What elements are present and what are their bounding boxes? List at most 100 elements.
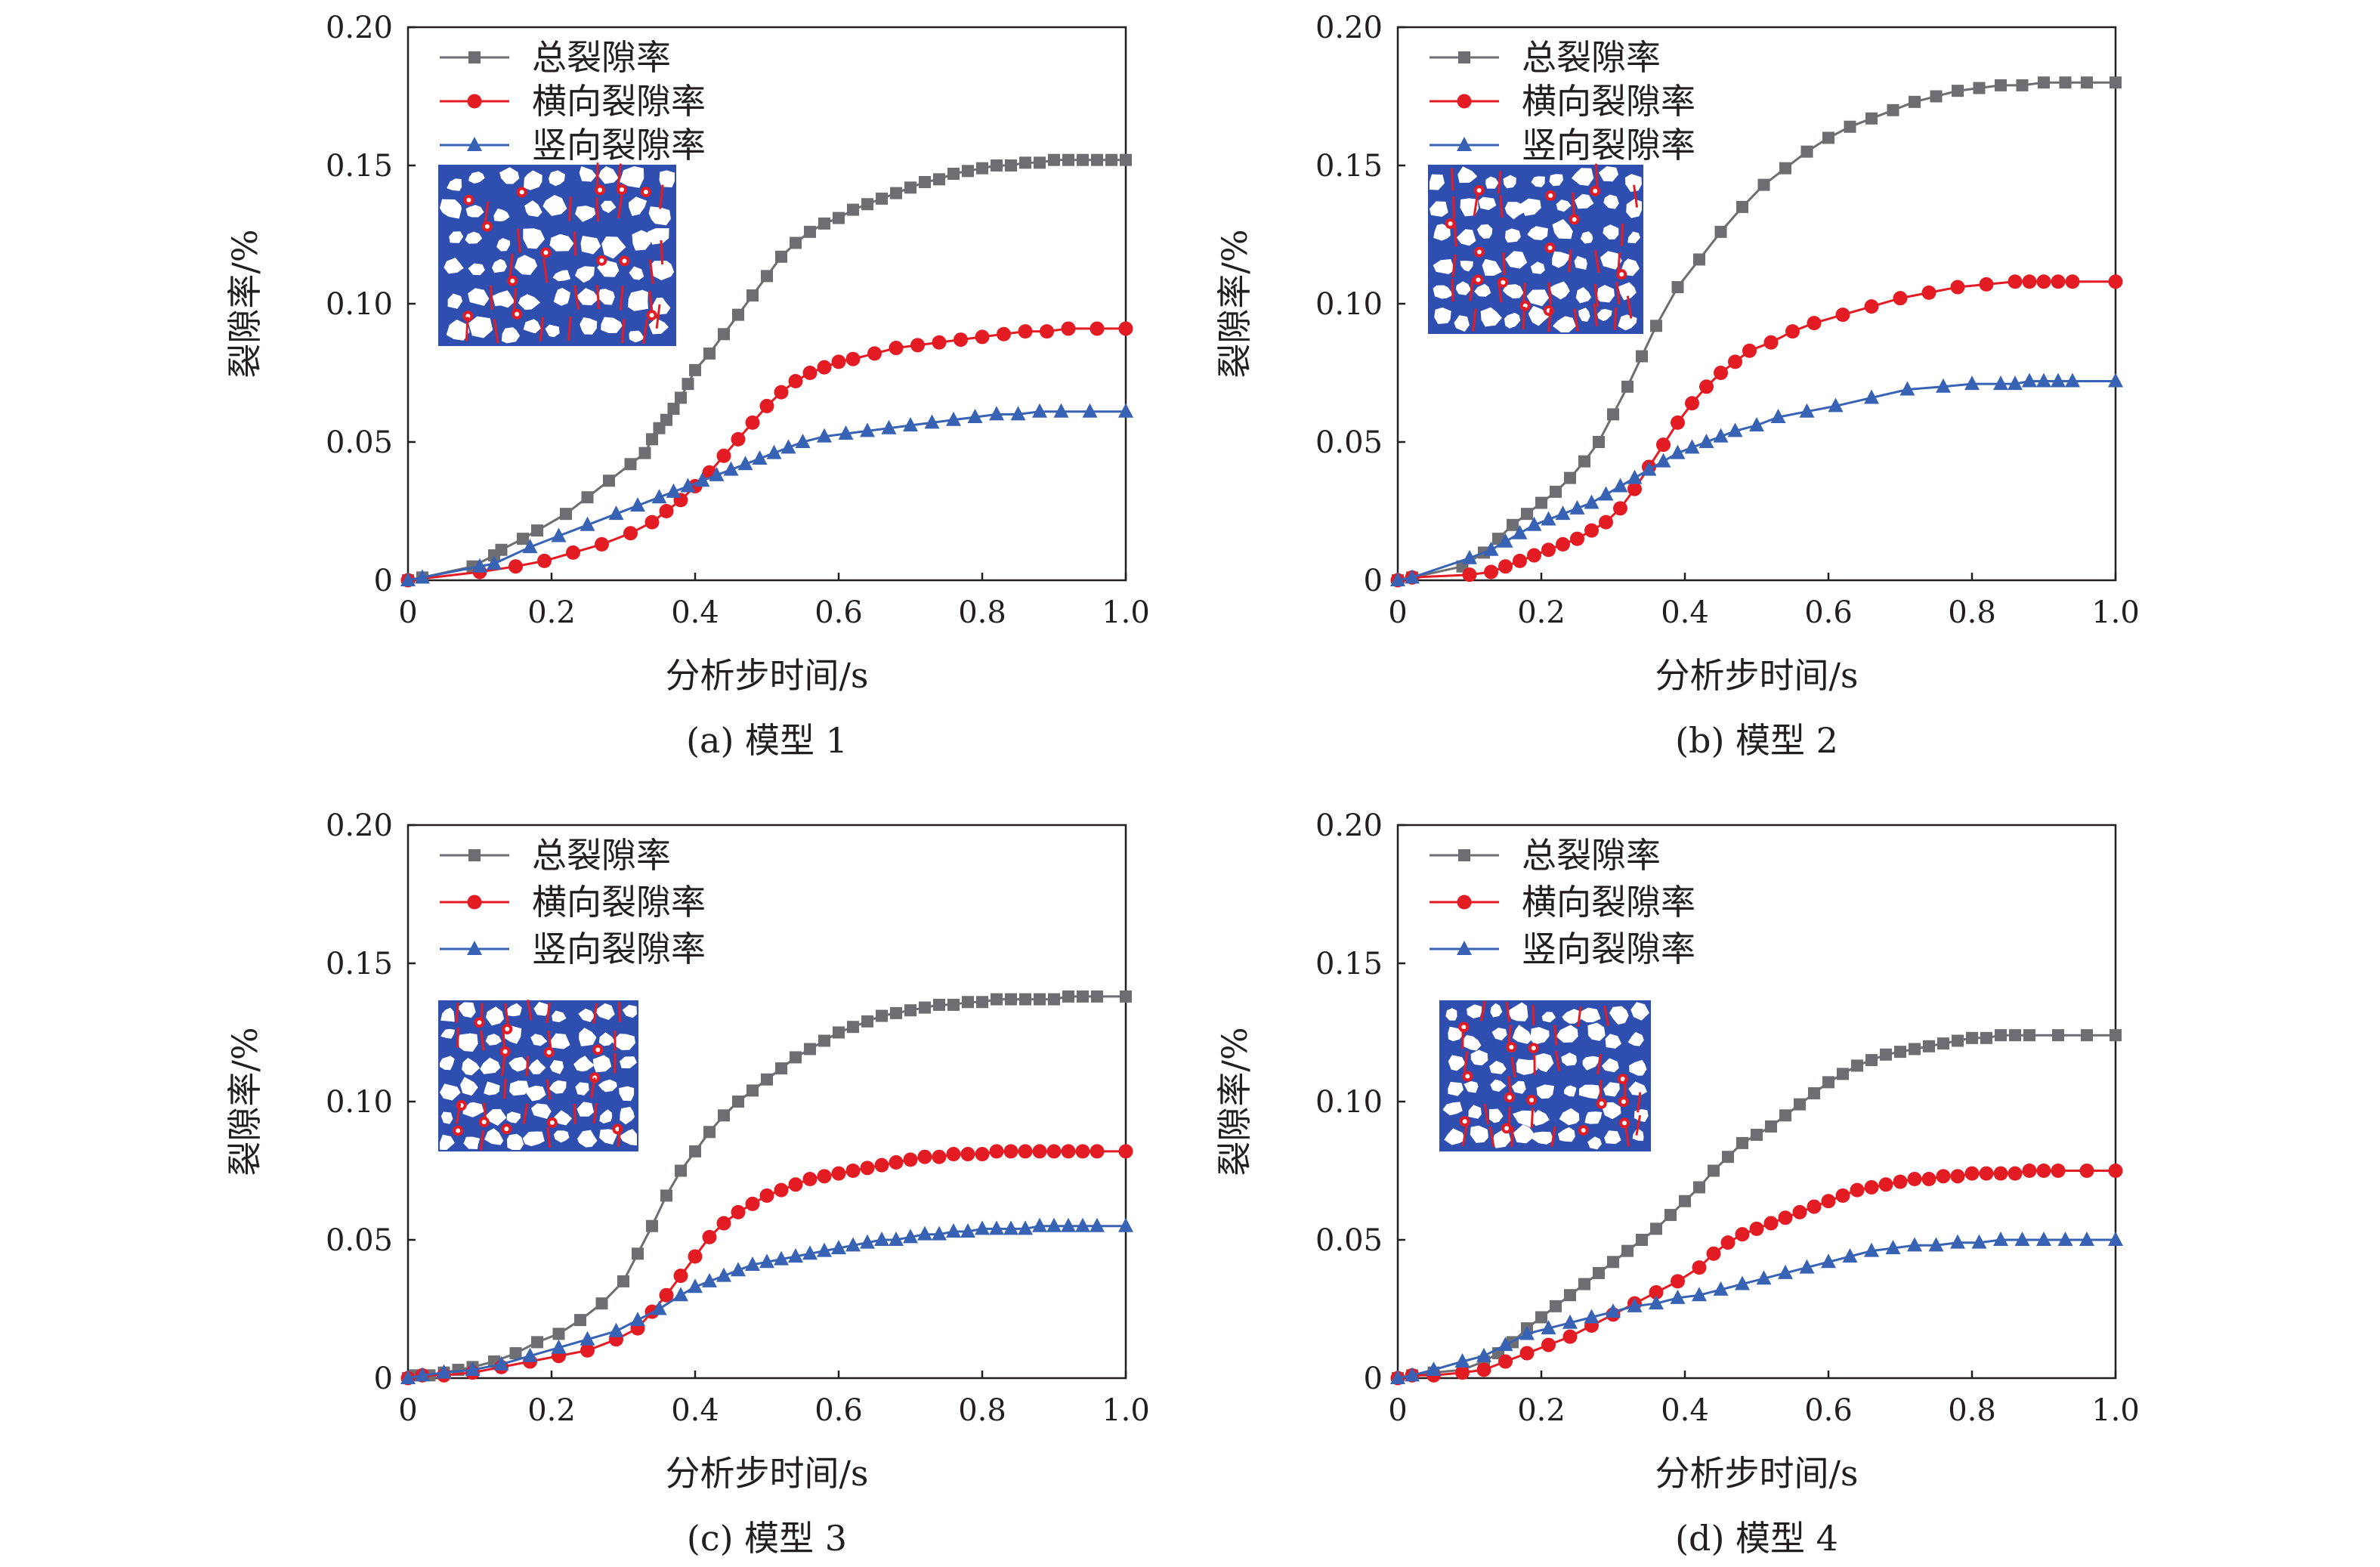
legend-label: 竖向裂隙率: [532, 125, 706, 165]
y-tick-label: 0.10: [1315, 287, 1383, 322]
data-point: [400, 572, 416, 586]
data-point: [2052, 1029, 2064, 1042]
data-point: [487, 555, 502, 570]
data-point: [903, 417, 918, 432]
data-point: [1118, 1144, 1133, 1159]
series-triangle: [1390, 372, 2123, 586]
data-point: [1722, 1151, 1734, 1164]
data-point: [775, 250, 787, 263]
data-point: [1950, 1234, 1965, 1249]
data-point: [1993, 376, 2008, 391]
series-circle: [1390, 1164, 2123, 1386]
series-line: [407, 327, 1126, 582]
data-point: [2022, 372, 2037, 388]
data-point: [1928, 1237, 1944, 1252]
data-point: [817, 428, 832, 443]
data-point: [1513, 553, 1527, 568]
data-point: [1907, 1237, 1922, 1252]
data-point: [881, 419, 897, 434]
data-point: [2008, 274, 2023, 289]
data-point: [1670, 444, 1686, 459]
data-point: [1837, 1068, 1849, 1080]
data-point: [716, 448, 731, 463]
data-point: [1844, 120, 1856, 133]
data-point: [845, 1164, 861, 1178]
data-point: [1018, 324, 1033, 339]
data-point: [1032, 403, 1047, 418]
data-point: [630, 497, 645, 512]
data-point: [860, 422, 875, 437]
data-point: [889, 1232, 904, 1246]
data-point: [731, 1204, 746, 1219]
data-point: [759, 1253, 774, 1269]
data-point: [718, 1109, 730, 1122]
x-tick-label: 0.8: [958, 1393, 1006, 1428]
data-point: [1627, 481, 1642, 496]
data-point: [1993, 1166, 2008, 1181]
data-point: [531, 1336, 543, 1349]
x-tick-label: 0.6: [814, 1393, 863, 1428]
data-point: [1426, 1361, 1442, 1377]
data-point: [1512, 524, 1528, 539]
x-tick-label: 0.2: [1517, 595, 1566, 630]
data-point: [1973, 82, 1986, 94]
legend-marker: [468, 849, 481, 861]
data-point: [732, 308, 744, 321]
data-point: [1484, 564, 1498, 580]
data-point: [1061, 1144, 1076, 1159]
data-point: [1649, 1285, 1664, 1300]
data-point: [774, 385, 789, 400]
data-point: [1807, 316, 1822, 331]
data-point: [919, 175, 931, 188]
x-tick-label: 0.6: [814, 595, 863, 630]
data-point: [608, 505, 624, 521]
data-point: [623, 526, 638, 541]
x-tick-label: 1.0: [2091, 1393, 2140, 1428]
data-point: [2036, 1232, 2051, 1246]
data-point: [1899, 381, 1915, 396]
chart-panel-4: 0 0.2 0.4 0.6 0.8 1.0 0 0.05 0.10 0.15 0.20 分析步时间/s…: [1214, 808, 2140, 1559]
y-tick-label: 0.20: [1315, 11, 1383, 45]
y-tick-label: 0: [1364, 1361, 1383, 1396]
series-square: [1392, 76, 2122, 586]
x-axis-title: 分析步时间/s: [1655, 655, 1858, 696]
data-point: [659, 1287, 674, 1303]
data-point: [1698, 434, 1714, 448]
data-point: [1799, 403, 1815, 418]
panel-caption: (a) 模型 1: [686, 720, 848, 761]
y-tick-label: 0.10: [326, 1085, 393, 1120]
data-point: [1851, 1059, 1863, 1072]
y-tick-label: 0.15: [1315, 149, 1383, 184]
data-point: [1556, 536, 1570, 552]
data-point: [1405, 569, 1420, 584]
data-point: [732, 1096, 744, 1108]
y-tick-label: 0.20: [1315, 808, 1383, 843]
data-point: [551, 527, 567, 542]
data-point: [723, 461, 739, 476]
data-point: [1907, 1171, 1922, 1186]
data-point: [552, 1327, 565, 1340]
data-point: [917, 1225, 932, 1241]
data-point: [904, 181, 916, 194]
data-point: [1541, 542, 1556, 558]
data-point: [947, 167, 960, 180]
x-tick-label: 0.8: [1948, 1393, 1996, 1428]
data-point: [2081, 76, 2093, 89]
data-point: [660, 413, 672, 426]
x-tick-label: 0.6: [1804, 1393, 1853, 1428]
data-point: [595, 536, 609, 552]
y-tick-label: 0.05: [1315, 425, 1383, 460]
data-point: [1893, 1174, 1908, 1189]
data-point: [1671, 415, 1685, 430]
data-point: [1713, 1281, 1729, 1296]
data-point: [817, 1242, 832, 1257]
data-point: [790, 1051, 802, 1064]
data-point: [2022, 1164, 2037, 1178]
data-point: [817, 360, 832, 375]
data-point: [746, 1084, 759, 1097]
data-point: [2065, 372, 2080, 388]
data-point: [2009, 1029, 2021, 1042]
data-point: [651, 489, 667, 504]
data-point: [1778, 1264, 1793, 1279]
